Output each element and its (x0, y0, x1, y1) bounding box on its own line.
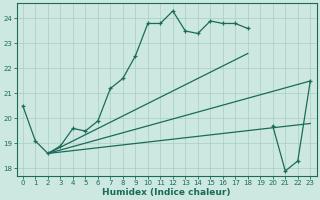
X-axis label: Humidex (Indice chaleur): Humidex (Indice chaleur) (102, 188, 231, 197)
